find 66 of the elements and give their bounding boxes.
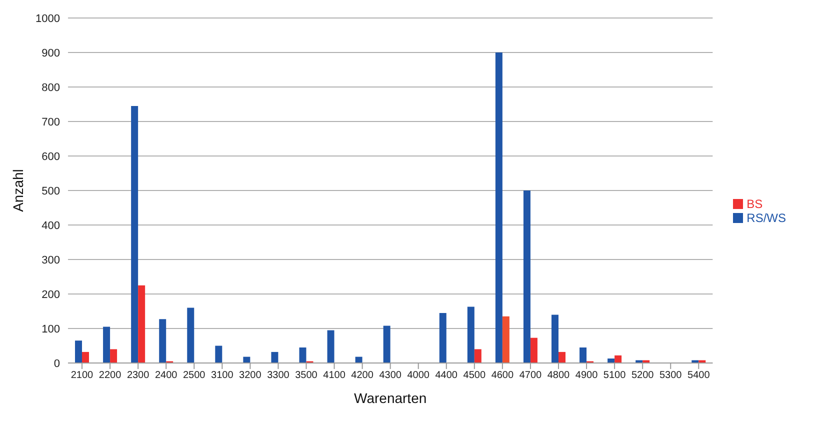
x-axis-title: Warenarten — [354, 390, 427, 406]
bar — [110, 349, 118, 363]
bar — [439, 312, 446, 363]
y-tick-label: 300 — [42, 254, 60, 266]
bar — [103, 326, 110, 363]
x-tick-label: 4400 — [435, 370, 458, 382]
y-tick-label: 500 — [42, 185, 60, 198]
x-tick-label: 4500 — [463, 370, 486, 382]
x-tick-label: 5300 — [659, 370, 682, 382]
bar — [636, 360, 643, 363]
bar — [614, 355, 622, 363]
x-tick-label: 5400 — [688, 370, 710, 382]
bar — [495, 52, 502, 363]
bar — [580, 347, 587, 363]
x-tick-label: 4200 — [351, 370, 374, 382]
bar — [271, 352, 278, 363]
bar — [698, 360, 706, 363]
bar — [474, 349, 482, 363]
x-tick-label: 4800 — [547, 370, 570, 382]
x-tick-label: 4900 — [575, 370, 598, 382]
x-tick-label: 2300 — [126, 370, 150, 382]
bar — [75, 340, 82, 363]
y-tick-label: 600 — [42, 150, 60, 163]
bar — [523, 190, 530, 363]
x-tick-label: 4000 — [407, 370, 430, 382]
x-tick-label: 5200 — [631, 370, 654, 382]
bar — [327, 330, 334, 363]
bar — [642, 360, 650, 363]
y-tick-label: 0 — [54, 358, 60, 370]
bar — [131, 106, 138, 363]
bar — [467, 306, 474, 363]
x-tick-label: 3100 — [211, 370, 234, 382]
y-tick-label: 1000 — [36, 12, 60, 25]
bar — [215, 346, 222, 363]
x-tick-label: 4100 — [323, 370, 346, 382]
x-tick-label: 3500 — [295, 370, 318, 382]
x-tick-label: 2200 — [98, 370, 122, 382]
bar — [138, 285, 146, 363]
bar — [187, 308, 194, 363]
x-tick-label: 2500 — [183, 370, 206, 382]
bar — [530, 338, 538, 363]
bar — [551, 314, 558, 363]
y-tick-label: 200 — [42, 288, 60, 301]
x-tick-label: 4300 — [379, 370, 402, 382]
y-tick-label: 800 — [42, 82, 60, 94]
y-tick-label: 900 — [42, 47, 60, 60]
y-tick-label: 100 — [42, 323, 60, 336]
bar — [558, 352, 566, 363]
x-tick-label: 3200 — [239, 370, 262, 382]
bar — [383, 326, 390, 363]
legend-label: BS — [746, 196, 763, 210]
x-tick-label: 5100 — [603, 370, 626, 382]
bar — [82, 352, 90, 363]
x-tick-label: 4700 — [519, 370, 542, 382]
bar — [692, 360, 699, 363]
y-tick-label: 700 — [42, 116, 60, 128]
y-tick-label: 400 — [42, 220, 60, 232]
x-tick-label: 2100 — [70, 370, 94, 382]
x-tick-label: 3300 — [267, 370, 290, 382]
x-tick-label: 2400 — [154, 370, 178, 382]
x-tick-label: 4600 — [491, 370, 514, 382]
legend-label: RS/WS — [746, 210, 786, 224]
bar — [159, 319, 166, 363]
bar — [502, 316, 510, 363]
bar — [299, 347, 306, 363]
y-axis-title: Anzahl — [10, 169, 26, 212]
